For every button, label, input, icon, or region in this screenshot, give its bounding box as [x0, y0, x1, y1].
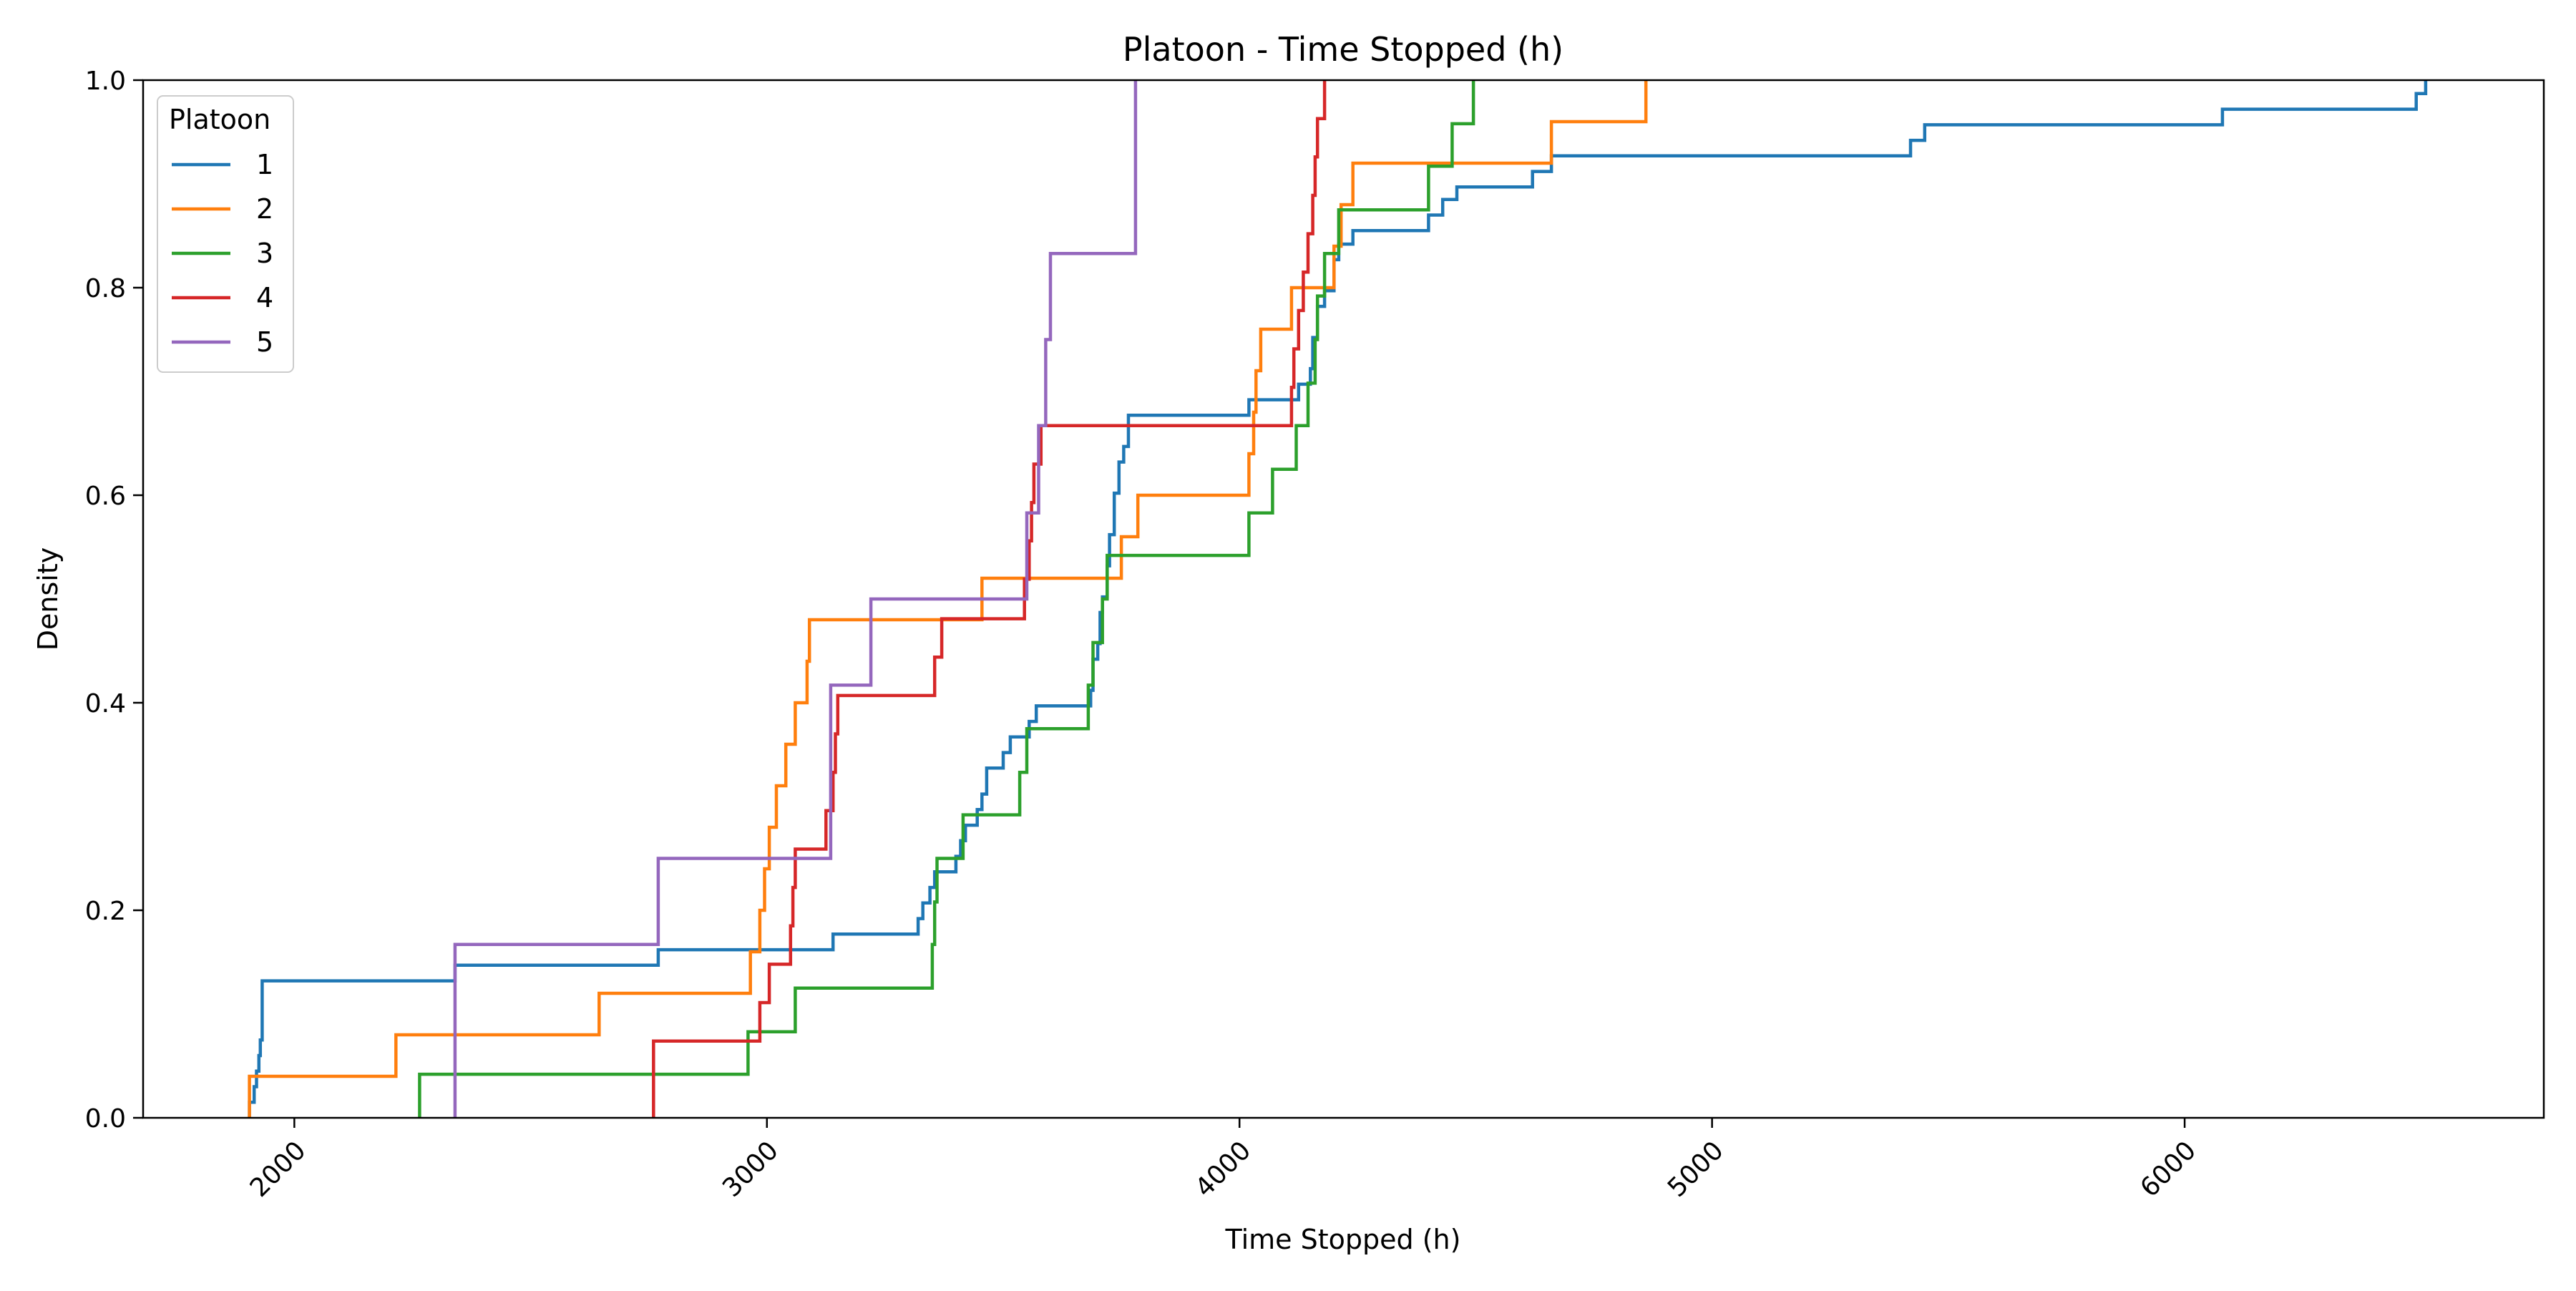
legend: Platoon 1 2 3 4 5: [157, 95, 294, 373]
y-axis: 0.0 0.2 0.4 0.6 0.8 1.0: [85, 67, 143, 1134]
y-axis-label: Density: [32, 547, 64, 651]
series-line-1: [248, 80, 2428, 1118]
x-axis-label: Time Stopped (h): [1225, 1224, 1461, 1255]
legend-label-1: 1: [256, 149, 273, 180]
y-tick-label: 1.0: [85, 67, 126, 96]
legend-title: Platoon: [169, 104, 270, 135]
legend-items: 1 2 3 4 5: [172, 149, 273, 358]
y-tick-label: 0.4: [85, 689, 126, 718]
chart-title: Platoon - Time Stopped (h): [1123, 30, 1563, 69]
series-line-3: [418, 80, 1475, 1118]
legend-label-2: 2: [256, 193, 273, 225]
plot-frame: [142, 79, 2545, 1119]
y-tick-label: 0.2: [85, 897, 126, 926]
y-tick-label: 0.6: [85, 482, 126, 511]
legend-label-5: 5: [256, 326, 273, 358]
series-line-5: [453, 80, 1138, 1118]
legend-label-3: 3: [256, 238, 273, 269]
y-tick-label: 0.0: [85, 1104, 126, 1134]
plot-layer: [248, 80, 2428, 1118]
legend-label-4: 4: [256, 282, 273, 313]
y-tick-label: 0.8: [85, 274, 126, 303]
